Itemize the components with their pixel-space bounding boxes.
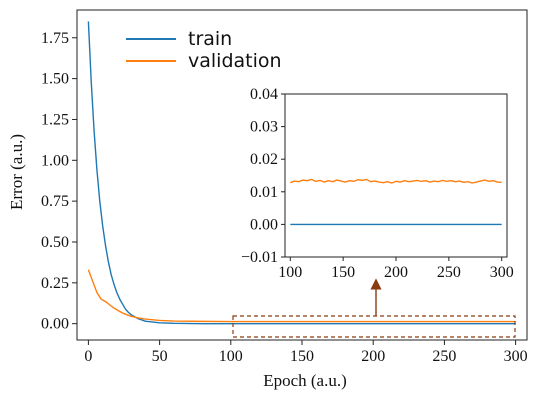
legend-train-label: train	[188, 28, 232, 50]
inset-x-axis: 100 150 200 250 300	[278, 257, 514, 281]
main-ytick-label: 1.50	[41, 71, 69, 88]
main-ytick-label: 0.00	[41, 316, 69, 333]
main-xtick-label: 50	[152, 348, 168, 365]
inset-xtick-label: 200	[384, 264, 408, 281]
main-ytick-label: 0.75	[41, 193, 69, 210]
inset-series-validation	[290, 178, 502, 184]
inset-ytick-label: 0.01	[250, 184, 278, 201]
main-ytick-label: 1.00	[41, 152, 69, 169]
inset-ytick-label: 0.02	[250, 151, 278, 168]
y-axis-label: Error (a.u.)	[7, 134, 26, 210]
main-ytick-label: 1.75	[41, 30, 69, 47]
legend-validation-label: validation	[188, 50, 282, 72]
inset-xtick-label: 100	[278, 264, 302, 281]
inset-xtick-label: 150	[331, 264, 355, 281]
zoom-region-box	[232, 315, 516, 338]
inset-background	[295, 94, 507, 257]
main-series-train	[87, 21, 516, 325]
main-ytick-label: 0.50	[41, 234, 69, 251]
main-series-lines	[87, 21, 516, 325]
legend: train validation	[126, 28, 282, 72]
inset-xtick-label: 300	[490, 264, 514, 281]
inset-y-axis: −0.01 0.00 0.01 0.02 0.03 0.04	[241, 86, 285, 266]
main-xtick-label: 100	[219, 348, 243, 365]
x-axis-label: Epoch (a.u.)	[263, 371, 347, 390]
inset-xtick-label: 250	[437, 264, 461, 281]
inset-series-lines	[290, 178, 502, 226]
main-ytick-label: 1.25	[41, 111, 69, 128]
main-x-axis: 0 50 100 150 200 250 300	[84, 340, 528, 365]
main-xtick-label: 300	[504, 348, 528, 365]
main-xtick-label: 150	[290, 348, 314, 365]
main-ytick-label: 0.25	[41, 275, 69, 292]
inset-ytick-label: −0.01	[241, 249, 278, 266]
inset-ytick-label: 0.04	[250, 86, 278, 103]
main-y-axis: 0.00 0.25 0.50 0.75 1.00 1.25 1.50 1.75	[41, 30, 77, 333]
main-series-validation	[87, 269, 516, 323]
main-xtick-label: 200	[361, 348, 385, 365]
main-xtick-label: 250	[432, 348, 456, 365]
inset-ytick-label: 0.03	[250, 119, 278, 136]
inset-ytick-label: 0.00	[250, 216, 278, 233]
main-xtick-label: 0	[84, 348, 92, 365]
